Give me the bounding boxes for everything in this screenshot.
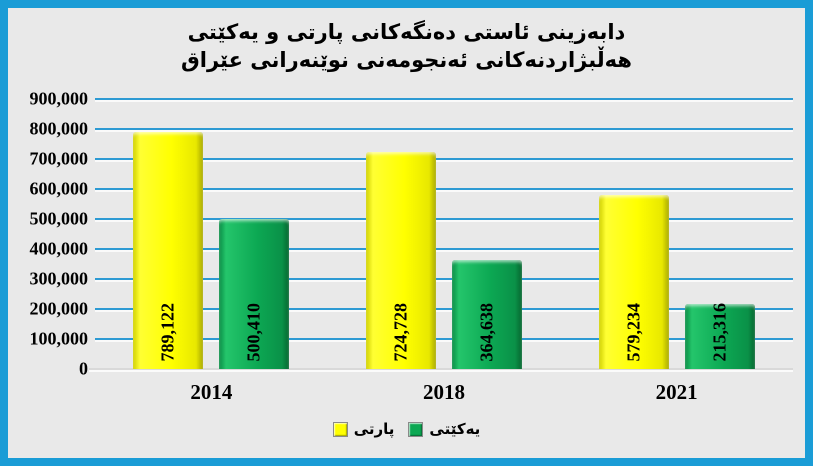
bar-value-label: 789,122 (157, 302, 178, 362)
gridline (95, 278, 793, 280)
bar-value-label: 364,638 (476, 302, 497, 362)
bar-value-label: 215,316 (709, 302, 730, 362)
legend-swatch-icon (408, 421, 424, 437)
bar-series-1: 500,410 (219, 218, 290, 369)
y-tick-label: 500,000 (29, 208, 89, 229)
y-tick-label: 700,000 (29, 148, 89, 169)
chart-title: دابەزینی ئاستی دەنگەکانی پارتی و یەکێتی … (8, 18, 805, 74)
bar-value-label: 579,234 (623, 302, 644, 362)
legend-series-label: پارتی (353, 420, 395, 438)
y-tick-label: 900,000 (29, 88, 89, 109)
y-tick-label: 400,000 (29, 238, 89, 259)
x-axis-labels: 2014 2018 2021 (95, 380, 793, 405)
plot-groups: 789,122 500,410 724,728 364,638 579,234 215,3… (95, 99, 793, 369)
y-tick-label: 600,000 (29, 178, 89, 199)
bar-value-label: 724,728 (390, 302, 411, 362)
gridline (95, 338, 793, 340)
y-tick-label: 300,000 (29, 268, 89, 289)
legend-item-1: یەکێتی (408, 420, 480, 438)
gridline (95, 188, 793, 190)
y-axis: 900,000 800,000 700,000 600,000 500,000 400,0… (12, 89, 89, 379)
plot-area: 789,122 500,410 724,728 364,638 579,234 215,3… (89, 98, 793, 370)
gridline (95, 128, 793, 130)
bar-value-label: 500,410 (243, 302, 264, 362)
x-tick-label: 2014 (190, 380, 233, 404)
legend-swatch-icon (332, 421, 348, 437)
bar-series-1: 215,316 (684, 302, 755, 369)
y-tick-label: 100,000 (29, 328, 89, 349)
chart-title-line2: هەڵبژاردنەکانی ئەنجومەنی نوێنەرانی عێراق (181, 48, 632, 72)
x-tick-label: 2018 (423, 380, 465, 404)
chart-title-line1: دابەزینی ئاستی دەنگەکانی پارتی و یەکێتی (187, 20, 626, 44)
bar-series-0: 579,234 (598, 195, 669, 369)
bar-series-0: 789,122 (133, 132, 204, 369)
gridline (95, 248, 793, 250)
y-tick-label: 200,000 (29, 298, 89, 319)
y-tick-label: 800,000 (29, 118, 89, 139)
bar-series-0: 724,728 (366, 151, 436, 369)
bar-series-1: 364,638 (452, 259, 522, 369)
bar-group: 724,728 364,638 (328, 99, 561, 369)
legend-series-label: یەکێتی (429, 420, 481, 438)
gridline (95, 98, 793, 100)
gridline (95, 218, 793, 220)
gridline (95, 308, 793, 310)
x-tick-label: 2021 (655, 380, 698, 404)
y-tick-label: 0 (79, 358, 88, 379)
legend-item-0: پارتی (332, 420, 395, 438)
legend: پارتی یەکێتی (8, 420, 805, 438)
gridline (95, 158, 793, 160)
bar-group: 579,234 215,316 (560, 99, 793, 369)
gridlines (95, 98, 793, 369)
x-axis-line (89, 368, 793, 370)
bar-group: 789,122 500,410 (95, 99, 328, 369)
